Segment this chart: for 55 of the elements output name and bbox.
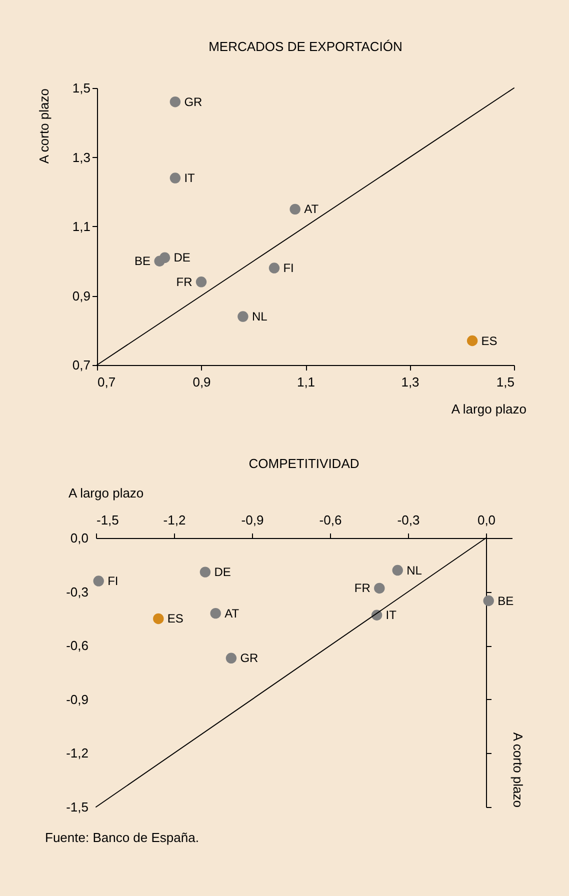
x-tick-label: 0,0 — [477, 512, 496, 528]
x-tick-label: -0,3 — [397, 512, 420, 528]
x-tick-label: -0,6 — [319, 512, 342, 528]
y-axis-title: A corto plazo — [36, 88, 52, 164]
annotation: NL — [406, 563, 422, 578]
point — [200, 566, 211, 578]
point — [93, 576, 104, 586]
y-tick-label: -1,2 — [66, 746, 88, 761]
x-tick-label: 1,5 — [496, 374, 514, 390]
chart-title: MERCADOS DE EXPORTACIÓN — [208, 39, 402, 54]
x-tick-label: 1,1 — [296, 374, 316, 390]
y-axis-title: A corto plazo — [510, 732, 526, 808]
annotation: FI — [283, 261, 294, 276]
y-tick-label: -0,6 — [66, 638, 88, 654]
y-tick-label: -1,5 — [66, 800, 88, 814]
annotation: ES — [481, 334, 498, 348]
y-tick-label: -0,9 — [66, 692, 88, 707]
x-tick-label: -1,2 — [163, 512, 186, 528]
point — [226, 652, 237, 664]
annotation: IT — [386, 608, 398, 622]
x-tick-label: -1,5 — [96, 512, 119, 528]
point — [153, 613, 164, 624]
x-tick-label: 0,7 — [98, 374, 116, 390]
annotation: GR — [240, 651, 259, 666]
annotation: ES — [167, 612, 184, 626]
annotation: GR — [184, 94, 203, 109]
source-note: Fuente: Banco de España. — [44, 830, 200, 845]
annotation: FR — [354, 581, 371, 596]
annotation: AT — [304, 202, 320, 216]
point — [374, 582, 385, 594]
annotation: FI — [108, 574, 118, 588]
x-tick-label: 0,9 — [192, 374, 211, 390]
annotation: AT — [224, 606, 240, 620]
annotation: DE — [174, 250, 190, 265]
y-tick-label: 0,0 — [70, 530, 88, 546]
point — [392, 564, 403, 576]
x-axis-title: A largo plazo — [68, 486, 144, 500]
annotation: FR — [176, 274, 193, 289]
x-tick-label: -0,9 — [241, 512, 264, 528]
y-tick-label: -0,3 — [66, 584, 88, 600]
y-tick-label: 0,9 — [72, 288, 90, 304]
annotation: BE — [498, 594, 514, 608]
annotation: DE — [214, 565, 231, 580]
annotation: NL — [252, 310, 268, 324]
y-tick-label: 1,5 — [72, 80, 90, 96]
point — [483, 595, 494, 606]
point — [210, 608, 221, 619]
x-axis-title: A largo plazo — [451, 402, 526, 416]
y-tick-label: 1,3 — [72, 150, 90, 165]
chart-title: COMPETITIVIDAD — [248, 456, 360, 471]
y-tick-label: 1,1 — [72, 219, 90, 234]
x-tick-label: 1,3 — [401, 374, 420, 390]
annotation: IT — [184, 171, 196, 186]
y-tick-label: 0,7 — [72, 358, 90, 372]
annotation: BE — [134, 254, 151, 268]
